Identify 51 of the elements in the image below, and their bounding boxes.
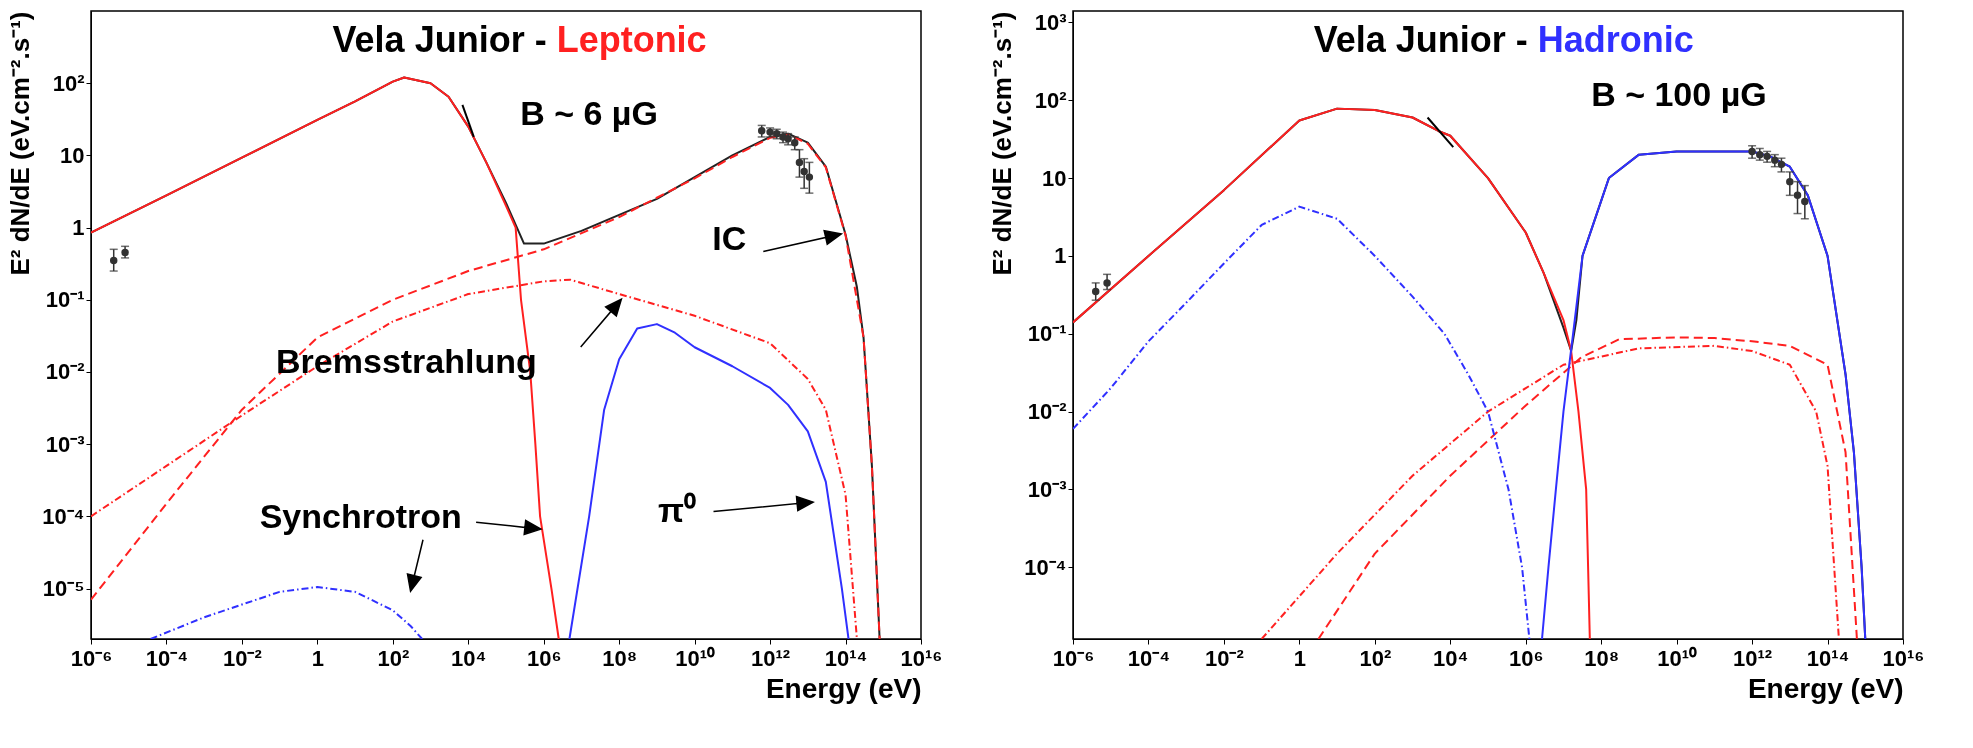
x-tick-label: 10⁻⁶ — [1052, 645, 1095, 671]
x-tick-label: 10¹⁴ — [1806, 645, 1850, 671]
chart-title: Vela Junior - Hadronic — [1313, 19, 1694, 61]
x-tick-label: 10⁶ — [526, 645, 562, 671]
x-tick-label: 10² — [1359, 645, 1392, 671]
y-tick-label: 10 — [60, 142, 85, 168]
x-tick-label: 10¹⁶ — [900, 645, 943, 671]
y-tick-label: 1 — [72, 215, 85, 241]
y-tick-label: 10³ — [1034, 9, 1067, 35]
x-tick-label: 10² — [377, 645, 410, 671]
y-axis-title: E² dN/dE (eV.cm⁻².s⁻¹) — [987, 11, 1018, 276]
x-tick-label: 10¹² — [751, 645, 791, 671]
y-tick-label: 10⁻¹ — [1027, 321, 1067, 347]
annotation: B ~ 100 µG — [1591, 74, 1767, 113]
x-tick-label: 10⁻⁴ — [145, 645, 189, 671]
x-tick-label: 10⁴ — [1433, 645, 1469, 671]
x-tick-label: 10¹² — [1733, 645, 1773, 671]
y-tick-label: 10⁻⁵ — [42, 576, 85, 602]
x-tick-label: 10⁻⁶ — [70, 645, 113, 671]
x-tick-label: 10⁻² — [223, 645, 262, 671]
x-axis-title: Energy (eV) — [1747, 672, 1904, 704]
chart-title: Vela Junior - Leptonic — [332, 19, 707, 61]
annotation: IC — [712, 219, 747, 258]
annotation: Synchrotron — [259, 497, 462, 536]
y-tick-label: 10⁻³ — [1027, 476, 1067, 502]
y-tick-label: 10⁻³ — [45, 431, 85, 457]
x-tick-label: 10⁴ — [451, 645, 487, 671]
x-tick-label: 10¹⁰ — [675, 645, 716, 671]
y-tick-label: 10⁻¹ — [45, 287, 85, 313]
x-tick-label: 10¹⁶ — [1882, 645, 1925, 671]
x-tick-label: 10⁻⁴ — [1127, 645, 1171, 671]
x-tick-label: 10⁸ — [602, 645, 638, 671]
annotation: B ~ 6 µG — [520, 93, 658, 132]
x-axis-title: Energy (eV) — [765, 672, 922, 704]
x-tick-label: 10⁶ — [1508, 645, 1544, 671]
x-tick-label: 1 — [311, 645, 324, 671]
y-axis-title: E² dN/dE (eV.cm⁻².s⁻¹) — [5, 11, 36, 276]
y-tick-label: 10² — [1034, 87, 1067, 113]
x-tick-label: 1 — [1293, 645, 1306, 671]
annotation: π⁰ — [657, 490, 696, 529]
y-tick-label: 10⁻⁴ — [1024, 554, 1067, 580]
y-tick-label: 10⁻² — [45, 359, 85, 385]
x-tick-label: 10¹⁰ — [1657, 645, 1698, 671]
x-tick-label: 10⁻² — [1205, 645, 1244, 671]
y-tick-label: 10 — [1042, 165, 1067, 191]
y-tick-label: 10⁻⁴ — [42, 503, 85, 529]
y-tick-label: 10² — [52, 70, 85, 96]
x-tick-label: 10⁸ — [1584, 645, 1620, 671]
y-tick-label: 1 — [1054, 243, 1067, 269]
y-tick-label: 10⁻² — [1027, 399, 1067, 425]
x-tick-label: 10¹⁴ — [824, 645, 868, 671]
